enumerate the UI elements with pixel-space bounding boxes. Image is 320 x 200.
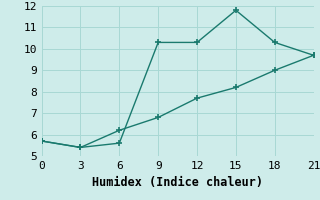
X-axis label: Humidex (Indice chaleur): Humidex (Indice chaleur) xyxy=(92,176,263,189)
